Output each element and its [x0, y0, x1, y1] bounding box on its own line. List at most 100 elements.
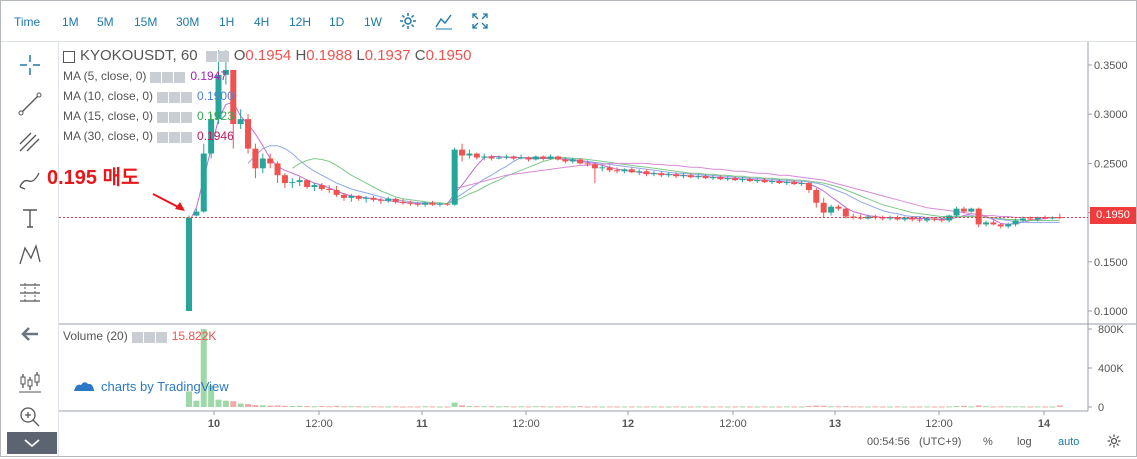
volume-bar — [377, 406, 384, 408]
ma30-legend[interactable]: MA (30, close, 0) 0.1946 — [63, 129, 234, 144]
log-toggle[interactable]: log — [1017, 436, 1032, 448]
indicators-icon[interactable] — [435, 12, 453, 30]
candle-body — [532, 156, 539, 160]
ma10-legend[interactable]: MA (10, close, 0) 0.1900 — [63, 89, 234, 104]
time-axis: 10 12:00 11 12:00 12 12:00 13 12:00 14 — [59, 410, 1088, 430]
candle-body — [960, 208, 967, 212]
volume-bar — [422, 406, 429, 408]
back-arrow-icon[interactable] — [17, 321, 43, 347]
volume-legend[interactable]: Volume (20) 15.822K — [63, 329, 217, 344]
ma15-legend[interactable]: MA (15, close, 0) 0.1923 — [63, 109, 234, 124]
candle-body — [636, 171, 643, 173]
ma5-legend[interactable]: MA (5, close, 0) 0.1947 — [63, 69, 228, 84]
pitchfork-icon[interactable] — [17, 128, 43, 154]
ma30-controls-icon[interactable] — [157, 130, 193, 144]
candle-body — [835, 206, 842, 209]
volume-bar — [746, 406, 753, 408]
ma5-controls-icon[interactable] — [150, 70, 186, 84]
volume-bar — [193, 400, 200, 407]
brush-icon[interactable] — [17, 167, 43, 193]
candle-body — [259, 158, 266, 169]
auto-toggle[interactable]: auto — [1058, 436, 1080, 448]
volume-bar — [643, 406, 650, 408]
candle-body — [488, 156, 495, 159]
fib-retracement-icon[interactable] — [17, 280, 43, 306]
volume-bar — [614, 406, 621, 408]
timezone[interactable]: (UTC+9) — [919, 436, 962, 448]
volume-bar — [414, 406, 421, 408]
volume-bar — [1019, 406, 1026, 408]
volume-bar — [717, 406, 724, 408]
volume-axis: 800K 400K 0 — [1088, 324, 1124, 414]
symbol-collapse-icon[interactable] — [63, 48, 76, 65]
volume-controls-icon[interactable] — [131, 330, 168, 344]
volume-bar — [665, 406, 672, 408]
candle-body — [392, 198, 399, 202]
timeframe-30m[interactable]: 30M — [176, 15, 200, 29]
timeframe-15m[interactable]: 15M — [134, 15, 158, 29]
volume-bar — [466, 406, 473, 408]
volume-bar — [754, 406, 761, 408]
fullscreen-icon[interactable] — [471, 12, 489, 30]
ma15-controls-icon[interactable] — [157, 110, 193, 124]
settings-gear-icon[interactable] — [399, 12, 417, 30]
candle-body — [1012, 220, 1019, 225]
candle-body — [687, 175, 694, 178]
candle-body — [828, 206, 835, 213]
timeframe-1w[interactable]: 1W — [364, 15, 382, 29]
time-tick-label: 14 — [1038, 418, 1051, 430]
candlesticks — [186, 50, 1063, 311]
timeframe-4h[interactable]: 4H — [254, 15, 270, 29]
percent-toggle[interactable]: % — [983, 436, 993, 448]
timeframe-12h[interactable]: 12H — [289, 15, 312, 29]
scale-settings-gear-icon[interactable] — [1107, 434, 1121, 448]
volume-bar — [222, 400, 229, 407]
text-tool-icon[interactable] — [17, 205, 43, 231]
volume-bar — [805, 406, 812, 408]
volume-bar — [488, 406, 495, 408]
volume-bar — [798, 406, 805, 408]
candle-body — [326, 188, 333, 190]
volume-bar — [267, 405, 274, 407]
timeframe-time[interactable]: Time — [14, 15, 41, 29]
pattern-icon[interactable] — [17, 242, 43, 268]
time-tick-label: 12:00 — [719, 418, 747, 430]
tradingview-logo-icon — [74, 382, 94, 391]
symbol-controls-icon[interactable] — [205, 48, 230, 65]
candle-body — [776, 181, 783, 184]
tradingview-watermark[interactable]: charts by TradingView — [73, 379, 229, 394]
volume-bar — [739, 406, 746, 408]
timeframe-1h[interactable]: 1H — [219, 15, 235, 29]
ma10-line — [247, 145, 1060, 223]
volume-bar — [274, 405, 281, 407]
volume-bar — [990, 406, 997, 408]
volume-bar — [503, 406, 510, 408]
volume-bar — [1027, 406, 1034, 408]
volume-tick-label: 0 — [1098, 402, 1104, 414]
candle-body — [584, 163, 591, 165]
volume-bar — [709, 406, 716, 408]
timeframe-1m[interactable]: 1M — [62, 15, 79, 29]
collapse-toolbar-button[interactable] — [7, 432, 57, 454]
volume-bar — [1042, 406, 1049, 408]
crosshair-icon[interactable] — [17, 52, 43, 78]
timeframe-toolbar: Time 1M 5M 15M 30M 1H 4H 12H 1D 1W — [1, 1, 1136, 42]
trend-line-icon[interactable] — [17, 91, 43, 117]
timeframe-1d[interactable]: 1D — [329, 15, 345, 29]
candle-body — [252, 148, 259, 169]
chart-type-icon[interactable] — [17, 368, 43, 394]
candle-body — [924, 218, 930, 221]
volume-bar — [584, 406, 591, 408]
zoom-icon[interactable] — [17, 404, 43, 430]
timeframe-5m[interactable]: 5M — [97, 15, 114, 29]
ma10-controls-icon[interactable] — [157, 90, 193, 104]
candle-body — [761, 180, 768, 183]
candle-body — [894, 217, 901, 220]
volume-bar — [628, 406, 635, 408]
volume-bar — [968, 406, 975, 408]
volume-bar — [363, 406, 370, 408]
candle-body — [813, 189, 820, 203]
candle-body — [1034, 217, 1041, 220]
